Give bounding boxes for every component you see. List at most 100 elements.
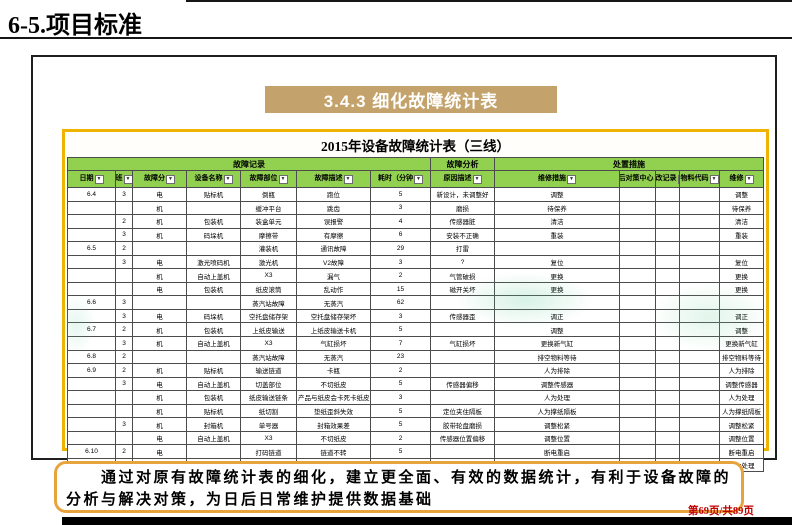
table-cell	[115, 200, 133, 216]
table-cell: 机	[132, 268, 187, 283]
table-cell: 装盒单元	[240, 214, 297, 229]
table-row: 机缓冲平台 跳齿 3 磨损 待保养 待保养	[67, 200, 764, 216]
table-cell: 2	[115, 349, 133, 365]
table-cell: 人为处理	[719, 390, 764, 405]
table-row: 6.9 2 机贴标机 输送链道 卡瓶 2 人为排除 人为排除	[67, 363, 764, 378]
table-cell: 新设计，未调整好	[430, 187, 495, 202]
table-cell	[619, 308, 656, 324]
filter-dropdown-icon[interactable]: ▼	[123, 174, 132, 184]
table-cell	[655, 390, 680, 405]
table-cell: 电	[132, 281, 187, 297]
table-cell: V2故障	[296, 254, 371, 270]
table-cell	[679, 214, 720, 229]
filter-dropdown-icon[interactable]: ▼	[94, 174, 104, 184]
table-cell: 人为排除	[719, 363, 764, 378]
filter-dropdown-icon[interactable]: ▼	[709, 174, 719, 184]
filter-dropdown-icon[interactable]: ▼	[278, 174, 288, 184]
table-cell	[679, 254, 720, 270]
bottom-bar	[62, 517, 792, 525]
table-cell: 2	[115, 444, 133, 459]
table-cell: 调正	[494, 308, 620, 324]
table-cell	[67, 376, 116, 392]
table-cell: 打雷	[430, 241, 495, 256]
filter-dropdown-icon[interactable]: ▼	[677, 174, 679, 184]
table-cell	[679, 241, 720, 256]
table-cell	[619, 187, 656, 202]
table-cell: 无蒸汽	[296, 295, 371, 310]
table-cell: 空托盘储存架	[240, 308, 297, 324]
table-cell: 产品与纸皮会卡死卡纸皮	[296, 390, 371, 405]
table-cell	[655, 322, 680, 337]
table-cell: 2	[370, 363, 431, 378]
table-cell: 乱动作	[296, 281, 371, 297]
table-cell: 复位	[494, 254, 620, 270]
table-cell	[430, 349, 495, 365]
table-cell	[655, 214, 680, 229]
table-cell	[67, 254, 116, 270]
table-cell: 6.10	[67, 444, 116, 459]
table-cell: 自动上盖机	[186, 268, 241, 283]
table-cell	[719, 241, 764, 256]
table-cell	[619, 227, 656, 243]
table-cell: 6	[370, 227, 431, 243]
column-header-label: 故障描述	[314, 175, 343, 183]
table-cell: 人为撑纸隔板	[719, 403, 764, 419]
table-cell	[655, 349, 680, 365]
table-cell: 机	[132, 363, 187, 378]
filter-dropdown-icon[interactable]: ▼	[166, 174, 175, 184]
table-cell	[655, 376, 680, 392]
table-cell: 调整松紧	[719, 417, 764, 432]
table-cell: 缓冲平台	[240, 200, 297, 216]
table-row: 2 机包装机 装盒单元 误报警 4 传感器脏 清洁 清洁	[67, 214, 764, 229]
table-cell: X3	[240, 430, 297, 446]
filter-dropdown-icon[interactable]: ▼	[414, 174, 423, 184]
filter-dropdown-icon[interactable]: ▼	[223, 174, 233, 184]
table-cell	[67, 281, 116, 297]
column-header-cell: 故障分 ▼	[132, 170, 187, 188]
column-header-cell: 设备名称 ▼	[186, 170, 241, 188]
table-cell: 贴标机	[186, 187, 241, 202]
table-cell: 机	[132, 417, 187, 432]
table-cell: 排空物料等待	[719, 349, 764, 365]
table-cell	[67, 336, 116, 351]
table-cell	[679, 376, 720, 392]
column-header-cell: 物料代码 ▼	[679, 170, 720, 188]
table-cell: 6.7	[67, 322, 116, 337]
table-row: 3 电激光喷码机 激光机 V2故障 3? 复位 复位	[67, 254, 764, 270]
table-cell: 调正	[719, 308, 764, 324]
filter-dropdown-icon[interactable]: ▼	[343, 174, 353, 184]
fault-table: 故障记录 故障分析 处置措施 日期 ▼ 班 ▼ 故障分 ▼ 设备名称 ▼ 故障部位 ▼ 故障描述 ▼ 耗时（分…	[67, 157, 764, 473]
column-header-label: 更改记录	[655, 175, 677, 183]
table-cell	[619, 403, 656, 419]
column-header-cell: 维修措施 ▼	[494, 170, 620, 188]
table-cell: 磨损	[430, 200, 495, 216]
table-cell	[494, 241, 620, 256]
table-cell: 调整传感器	[494, 376, 620, 392]
table-cell: 传感器脏	[430, 214, 495, 229]
filter-dropdown-icon[interactable]: ▼	[744, 174, 754, 184]
table-cell	[132, 241, 187, 256]
table-cell: 定位夹住隔板	[430, 403, 495, 419]
table-cell	[655, 268, 680, 283]
table-cell: 电	[132, 187, 187, 202]
table-cell: 有摩擦	[296, 227, 371, 243]
table-row: 机贴标机 纸切割 垫纸歪斜失效 5 定位夹住隔板 人为撑纸隔板 人为撑纸隔板	[67, 403, 764, 419]
table-cell: 垫纸歪斜失效	[296, 403, 371, 419]
table-cell: 蒸汽站故障	[240, 295, 297, 310]
filter-dropdown-icon[interactable]: ▼	[472, 174, 482, 184]
table-cell	[186, 241, 241, 256]
column-header-cell: 日期 ▼	[67, 170, 116, 188]
table-cell: 断电重启	[719, 444, 764, 459]
table-cell: 不切纸皮	[296, 430, 371, 446]
table-row: 6.5 2 灌装机 通讯故障 29 打雷	[67, 241, 764, 256]
table-cell	[655, 403, 680, 419]
table-cell	[186, 349, 241, 365]
table-cell: 包装机	[186, 214, 241, 229]
table-cell: 3	[370, 200, 431, 216]
table-cell: 复位	[719, 254, 764, 270]
table-cell: 人为撑纸隔板	[494, 403, 620, 419]
table-cell: 2	[370, 268, 431, 283]
column-header-label: 故障部位	[249, 175, 278, 183]
filter-dropdown-icon[interactable]: ▼	[567, 174, 576, 184]
table-cell	[619, 200, 656, 216]
